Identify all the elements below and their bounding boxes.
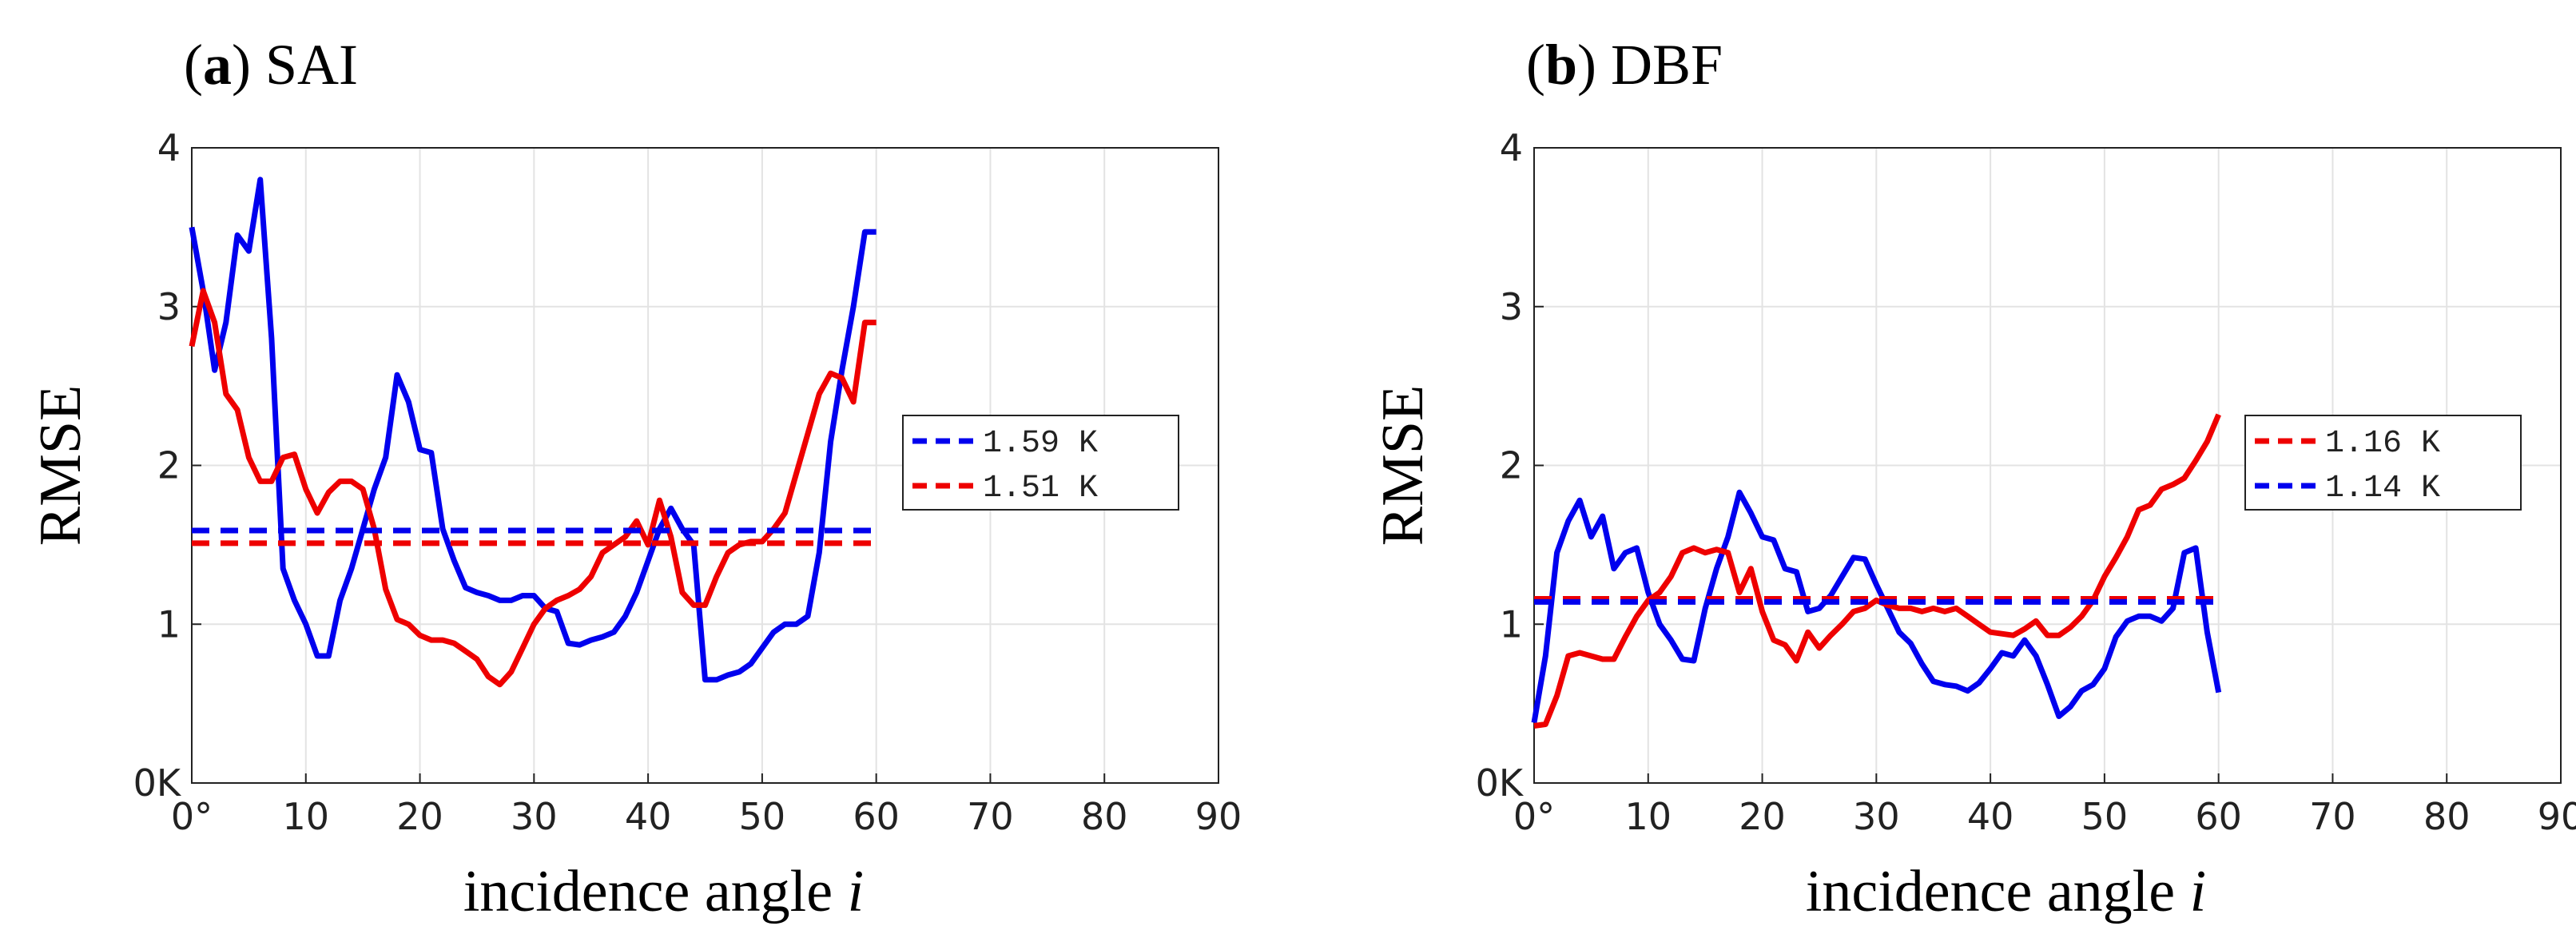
x-tick-label-b: 70 (2309, 795, 2356, 838)
x-axis-label-b: incidence angle i (1806, 859, 2206, 924)
tick-labels-b: 0° 10 20 30 40 50 60 70 80 90 0K 1 2 3 4 (1476, 126, 2576, 838)
y-axis-label-a: RMSE (28, 385, 93, 547)
legend-a: 1.59 K 1.51 K (902, 415, 1179, 511)
legend-box-a (902, 415, 1179, 511)
series-line-blue-a (189, 177, 877, 683)
x-tick-label-b: 50 (2081, 795, 2129, 838)
x-tick-label-a: 20 (396, 795, 443, 838)
y-tick-label-b: 3 (1500, 285, 1523, 328)
panel-title-text-b: DBF (1611, 33, 1723, 97)
x-axis-var-a: i (848, 859, 865, 924)
y-tick-label-b: 0K (1476, 761, 1525, 805)
x-tick-label-b: 20 (1739, 795, 1786, 838)
x-tick-label-b: 60 (2195, 795, 2242, 838)
x-axis-var-b: i (2190, 859, 2207, 924)
series-b (1531, 413, 2222, 729)
x-axis-label-text-b: incidence angle (1806, 859, 2175, 924)
x-tick-label-a: 60 (853, 795, 900, 838)
x-tick-label-b: 10 (1625, 795, 1672, 838)
panel-letter-b: b (1545, 33, 1577, 97)
legend-label-a: 1.59 K (983, 426, 1098, 462)
y-tick-label-b: 4 (1500, 126, 1523, 169)
x-tick-label-b: 80 (2423, 795, 2471, 838)
y-axis-label-b: RMSE (1370, 385, 1436, 547)
y-tick-label-a: 0K (133, 761, 182, 805)
tick-labels-a: 0° 10 20 30 40 50 60 70 80 90 0K 1 2 3 4 (133, 126, 1242, 838)
panel-dbf: (b) DBF 0° 10 20 30 40 50 60 70 80 90 0K 1 2 3 4 1.16 … (1370, 33, 2576, 924)
y-tick-label-a: 3 (157, 285, 181, 328)
x-tick-label-a: 50 (739, 795, 786, 838)
y-tick-label-a: 1 (157, 602, 181, 646)
panel-title-a: (a) SAI (184, 33, 358, 97)
legend-label-b: 1.14 K (2325, 471, 2440, 507)
legend-b: 1.16 K 1.14 K (2244, 415, 2522, 511)
x-tick-label-b: 30 (1853, 795, 1900, 838)
panel-sai: (a) SAI 0° 10 20 30 40 50 60 70 80 90 0K 1 2 3 4 1.59 … (28, 33, 1242, 924)
x-axis-label-a: incidence angle i (463, 859, 864, 924)
panel-title-b: (b) DBF (1526, 33, 1723, 97)
x-axis-label-text-a: incidence angle (463, 859, 833, 924)
y-tick-label-b: 1 (1500, 602, 1523, 646)
x-tick-label-b: 40 (1967, 795, 2014, 838)
panel-title-text-a: SAI (265, 33, 358, 97)
series-line-red-a (189, 288, 877, 688)
x-tick-label-b: 90 (2538, 795, 2576, 838)
series-line-red-b (1533, 413, 2221, 729)
legend-label-b: 1.16 K (2325, 426, 2440, 462)
x-tick-label-b: 0° (1513, 795, 1555, 838)
legend-box-b (2244, 415, 2522, 511)
y-tick-label-a: 2 (157, 444, 181, 487)
series-line-blue-b (1531, 489, 2222, 724)
series-a (189, 177, 877, 688)
x-tick-label-a: 80 (1081, 795, 1128, 838)
x-tick-label-a: 0° (171, 795, 213, 838)
x-tick-label-a: 40 (625, 795, 672, 838)
legend-label-a: 1.51 K (983, 471, 1098, 507)
x-tick-label-a: 70 (967, 795, 1014, 838)
x-tick-label-a: 10 (283, 795, 330, 838)
x-tick-label-a: 90 (1195, 795, 1242, 838)
x-tick-label-a: 30 (511, 795, 558, 838)
y-tick-label-a: 4 (157, 126, 181, 169)
panel-letter-a: a (203, 33, 232, 97)
y-tick-label-b: 2 (1500, 444, 1523, 487)
